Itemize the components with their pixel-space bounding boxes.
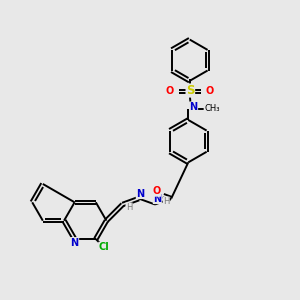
Text: N: N [136, 189, 144, 199]
Text: O: O [152, 186, 160, 196]
Text: H: H [163, 197, 169, 206]
Text: H: H [126, 203, 132, 212]
Text: O: O [166, 86, 174, 96]
Text: CH₃: CH₃ [204, 104, 220, 113]
Text: S: S [186, 84, 195, 97]
Text: Cl: Cl [99, 242, 110, 252]
Text: N: N [153, 194, 161, 204]
Text: N: N [190, 102, 198, 112]
Text: N: N [70, 238, 79, 248]
Text: O: O [206, 86, 214, 96]
